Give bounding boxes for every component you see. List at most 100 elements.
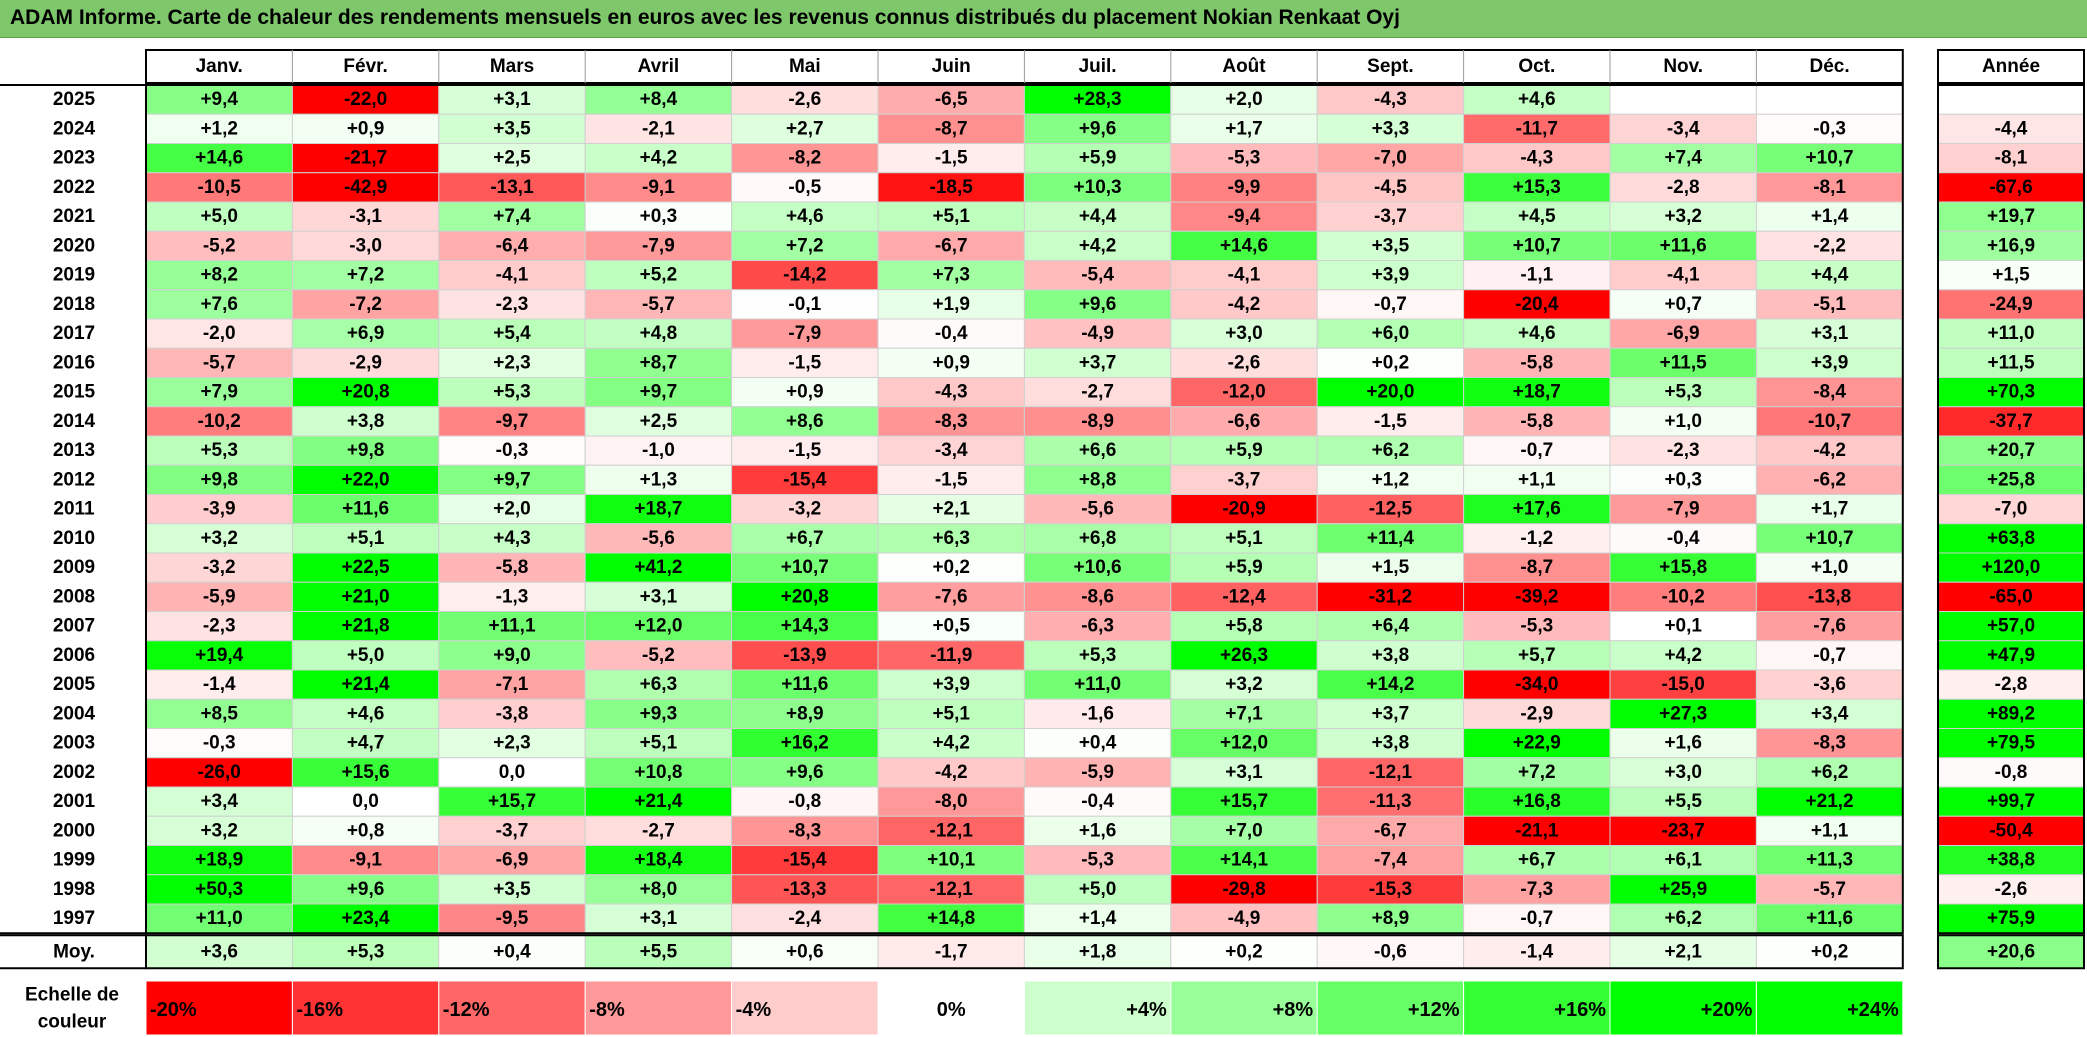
month-header: Nov. xyxy=(1663,56,1703,77)
scale-swatch xyxy=(1170,980,1318,1036)
scale-swatch xyxy=(877,980,1025,1036)
heat-cell xyxy=(1316,874,1465,905)
heat-cell xyxy=(291,435,440,466)
year-label: 2018 xyxy=(53,294,95,315)
cell-value: -13,8 xyxy=(1808,586,1851,607)
cell-value: +11,3 xyxy=(1806,850,1853,871)
cell-value: +28,3 xyxy=(1074,89,1122,110)
heat-cell xyxy=(877,201,1025,232)
cell-value: +1,4 xyxy=(1079,908,1117,929)
heat-cell xyxy=(1463,523,1611,554)
cell-value: +21,2 xyxy=(1806,791,1854,812)
heat-cell xyxy=(584,84,733,115)
cell-value: -7,0 xyxy=(1374,148,1407,169)
cell-value: -0,7 xyxy=(1374,294,1407,315)
cell-value: +9,7 xyxy=(493,469,531,490)
cell-value: +5,1 xyxy=(640,733,678,754)
annual-value: +75,9 xyxy=(1987,908,2035,929)
heat-cell xyxy=(1609,260,1757,291)
cell-value: -3,9 xyxy=(203,499,236,520)
heat-cell xyxy=(1463,260,1611,291)
cell-value: +1,4 xyxy=(1811,206,1849,227)
cell-value: -3,4 xyxy=(935,440,968,461)
heat-cell xyxy=(877,698,1025,729)
heat-cell xyxy=(1463,172,1611,203)
average-value: +0,6 xyxy=(786,941,824,962)
cell-value: -42,9 xyxy=(344,177,387,198)
cell-value: -6,9 xyxy=(1667,323,1700,344)
cell-value: -3,7 xyxy=(496,820,529,841)
heat-cell xyxy=(145,318,293,349)
cell-value: +41,2 xyxy=(634,557,682,578)
annual-value: +19,7 xyxy=(1987,206,2035,227)
cell-value: -0,5 xyxy=(788,177,821,198)
scale-step-label: -20% xyxy=(150,999,197,1021)
average-cell xyxy=(731,934,879,969)
year-label: 2015 xyxy=(53,382,96,403)
cell-value: +8,5 xyxy=(200,703,238,724)
cell-value: -8,1 xyxy=(1813,177,1846,198)
heat-cell xyxy=(1170,757,1318,788)
cell-value: +6,4 xyxy=(1372,616,1410,637)
cell-value: -21,1 xyxy=(1515,820,1559,841)
cell-value: -3,8 xyxy=(496,703,529,724)
heat-cell xyxy=(1316,113,1465,144)
heat-cell xyxy=(1023,669,1172,700)
heat-cell xyxy=(584,903,733,934)
heat-cell xyxy=(291,874,440,905)
cell-value: -5,2 xyxy=(203,235,236,256)
cell-value: +1,7 xyxy=(1225,118,1263,139)
cell-value: -2,1 xyxy=(642,118,675,139)
year-label: 2017 xyxy=(53,323,95,344)
heat-cell xyxy=(1609,581,1757,612)
page-title: ADAM Informe. Carte de chaleur des rende… xyxy=(10,6,1400,29)
heat-cell xyxy=(584,581,733,612)
cell-value: -6,4 xyxy=(496,235,529,256)
heat-cell xyxy=(1755,377,1904,408)
cell-value: +3,1 xyxy=(1225,762,1263,783)
heat-cell xyxy=(1023,728,1172,759)
heat-cell xyxy=(1755,786,1904,817)
year-label: 2001 xyxy=(53,791,96,812)
cell-value: +4,5 xyxy=(1518,206,1556,227)
average-value: +3,6 xyxy=(200,941,238,962)
cell-value: -5,3 xyxy=(1081,850,1114,871)
cell-value: -4,2 xyxy=(935,762,968,783)
cell-value: -10,2 xyxy=(1662,586,1705,607)
heat-cell xyxy=(1609,113,1757,144)
cell-value: +9,8 xyxy=(347,440,385,461)
heat-cell xyxy=(1463,903,1611,934)
cell-value: +3,5 xyxy=(1372,235,1410,256)
average-value: -1,7 xyxy=(935,941,968,962)
annual-cell xyxy=(1937,903,2085,934)
cell-value: -3,7 xyxy=(1228,469,1261,490)
heat-cell xyxy=(291,640,440,671)
cell-value: +7,9 xyxy=(200,382,238,403)
cell-value: +5,3 xyxy=(493,382,531,403)
heat-cell xyxy=(877,845,1025,876)
heat-cell xyxy=(1755,494,1904,525)
average-cell xyxy=(438,934,586,969)
heat-cell xyxy=(877,260,1025,291)
heat-cell xyxy=(1316,845,1465,876)
heat-cell xyxy=(438,581,586,612)
cell-value: +15,8 xyxy=(1659,557,1707,578)
cell-value: +6,3 xyxy=(932,528,970,549)
heat-cell xyxy=(1609,464,1757,495)
annual-value: -0,8 xyxy=(1995,762,2028,783)
cell-value: -5,8 xyxy=(1520,411,1553,432)
heat-cell xyxy=(1463,874,1611,905)
average-cell xyxy=(877,934,1025,969)
cell-value: +2,5 xyxy=(640,411,678,432)
heat-cell xyxy=(1316,640,1465,671)
heat-cell xyxy=(145,435,293,466)
cell-value: +1,1 xyxy=(1518,469,1556,490)
heat-cell xyxy=(291,143,440,174)
heat-cell xyxy=(877,113,1025,144)
heat-cell xyxy=(145,786,293,817)
heat-cell xyxy=(1463,757,1611,788)
cell-value: +3,7 xyxy=(1372,703,1410,724)
heat-cell xyxy=(731,201,879,232)
cell-value: +3,0 xyxy=(1664,762,1702,783)
